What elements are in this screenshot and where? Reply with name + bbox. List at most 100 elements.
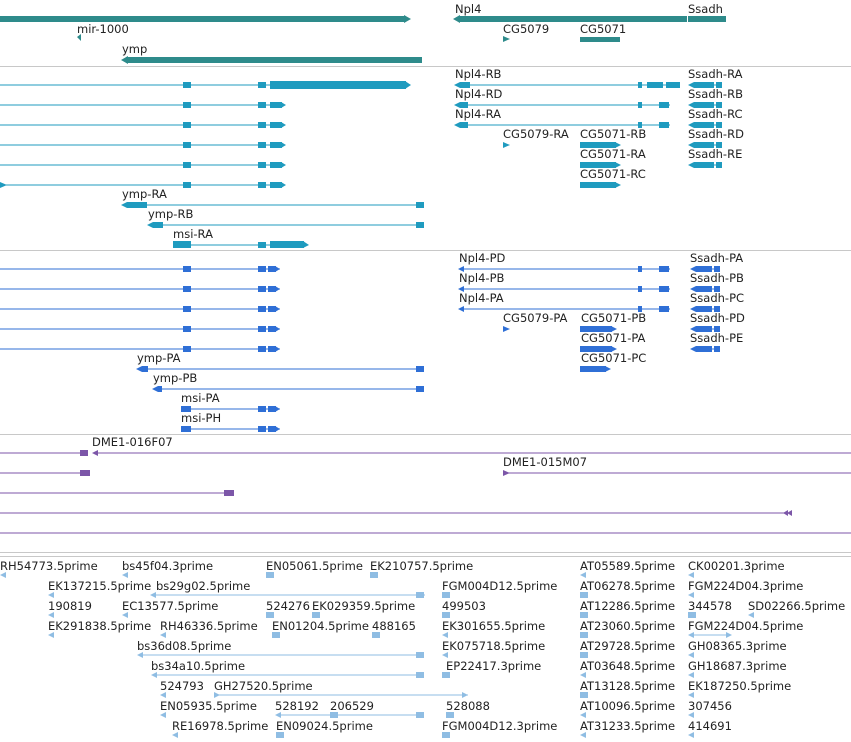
protein-label[interactable]: ymp-PB [153,371,198,385]
est-feature[interactable] [330,712,338,718]
est-label[interactable]: AT31233.5prime [580,719,676,733]
protein-exon[interactable] [258,286,266,292]
protein-label[interactable]: CG5071-PB [581,311,647,325]
est-label[interactable]: AT10096.5prime [580,699,676,713]
transcript-exon[interactable] [666,82,680,88]
est-label[interactable]: AT29728.5prime [580,639,676,653]
transcript-label[interactable]: Ssadh-RE [688,147,743,161]
protein-exon[interactable] [659,286,669,292]
est-feature[interactable] [160,712,166,718]
est-feature[interactable] [416,712,424,718]
est-label[interactable]: EK075718.5prime [442,639,546,653]
transcript-exon[interactable] [258,102,266,108]
est-label[interactable]: FGM224D04.5prime [688,619,804,633]
transcript-exon[interactable] [258,82,266,88]
est-feature[interactable] [462,692,468,698]
protein-label[interactable]: Ssadh-PD [690,311,745,325]
est-feature[interactable] [688,652,694,658]
transcript-label[interactable]: CG5071-RB [580,127,647,141]
est-label[interactable]: 414691 [688,719,732,733]
gene-glyph[interactable] [503,36,510,42]
transcript-exon[interactable] [183,142,191,148]
transcript-exon[interactable] [503,142,510,148]
est-label[interactable]: 190819 [48,599,92,613]
clone-label[interactable]: DME1-015M07 [503,455,588,469]
est-feature[interactable] [372,632,380,638]
gene-glyph[interactable] [0,16,406,22]
protein-exon[interactable] [268,346,276,352]
transcript-exon[interactable] [270,122,282,128]
transcript-label[interactable]: Ssadh-RA [688,67,743,81]
transcript-label[interactable]: Ssadh-RB [688,87,743,101]
est-label[interactable]: EK301655.5prime [442,619,546,633]
est-feature[interactable] [160,632,166,638]
transcript-exon[interactable] [270,182,282,188]
est-label[interactable]: AT05589.5prime [580,559,676,573]
est-feature[interactable] [137,652,143,658]
protein-exon[interactable] [158,386,162,392]
transcript-label[interactable]: Ssadh-RD [688,127,744,141]
protein-exon[interactable] [638,286,642,292]
est-feature[interactable] [122,612,128,618]
est-label[interactable]: 524276 [266,599,310,613]
transcript-exon[interactable] [694,82,714,88]
transcript-exon[interactable] [270,81,406,89]
transcript-label[interactable]: Npl4-RD [455,87,503,101]
transcript-exon[interactable] [716,82,722,88]
protein-exon[interactable] [268,266,276,272]
transcript-exon[interactable] [716,142,722,148]
transcript-exon[interactable] [183,122,191,128]
est-label[interactable]: EP22417.3prime [446,659,542,673]
gene-glyph[interactable] [580,37,620,42]
est-label[interactable]: AT06278.5prime [580,579,676,593]
transcript-exon[interactable] [716,162,722,168]
est-feature[interactable] [416,672,424,678]
est-label[interactable]: SD02266.5prime [748,599,846,613]
transcript-exon[interactable] [580,182,616,188]
est-feature[interactable] [580,592,588,598]
est-feature[interactable] [272,632,280,638]
transcript-exon[interactable] [258,182,266,188]
clone-end[interactable] [503,470,510,476]
protein-label[interactable]: Ssadh-PE [690,331,744,345]
protein-label[interactable]: Npl4-PA [459,291,504,305]
protein-exon[interactable] [258,326,266,332]
protein-exon[interactable] [659,306,669,312]
est-feature[interactable] [160,692,166,698]
est-feature[interactable] [580,732,586,738]
est-feature[interactable] [580,572,586,578]
transcript-exon[interactable] [659,102,669,108]
est-label[interactable]: AT13128.5prime [580,679,676,693]
est-label[interactable]: AT12286.5prime [580,599,676,613]
est-feature[interactable] [0,572,6,578]
protein-label[interactable]: CG5071-PA [581,331,646,345]
protein-label[interactable]: Npl4-PB [459,271,505,285]
protein-exon[interactable] [258,406,266,412]
est-label[interactable]: CK00201.3prime [688,559,785,573]
transcript-exon[interactable] [638,102,642,108]
protein-exon[interactable] [258,426,266,432]
transcript-exon[interactable] [580,162,616,168]
est-feature[interactable] [442,612,450,618]
protein-exon[interactable] [638,306,642,312]
transcript-exon[interactable] [127,202,147,208]
protein-label[interactable]: Npl4-PD [459,251,506,265]
est-label[interactable]: 524793 [160,679,204,693]
gene-glyph[interactable] [126,57,422,63]
est-label[interactable]: EK291838.5prime [48,619,152,633]
transcript-label[interactable]: ymp-RA [122,187,167,201]
est-feature[interactable] [442,632,448,638]
clone-label[interactable]: DME1-016F07 [92,435,173,449]
transcript-exon[interactable] [460,102,468,108]
est-feature[interactable] [442,732,450,738]
protein-exon[interactable] [181,426,191,432]
est-label[interactable]: bs29g02.5prime [156,579,251,593]
est-feature[interactable] [370,572,378,578]
est-feature[interactable] [748,612,754,618]
transcript-exon[interactable] [580,142,616,148]
transcript-exon[interactable] [258,122,266,128]
gene-label-cg5071[interactable]: CG5071 [580,22,627,36]
est-label[interactable]: FGM004D12.3prime [442,719,558,733]
est-label[interactable]: 307456 [688,699,732,713]
